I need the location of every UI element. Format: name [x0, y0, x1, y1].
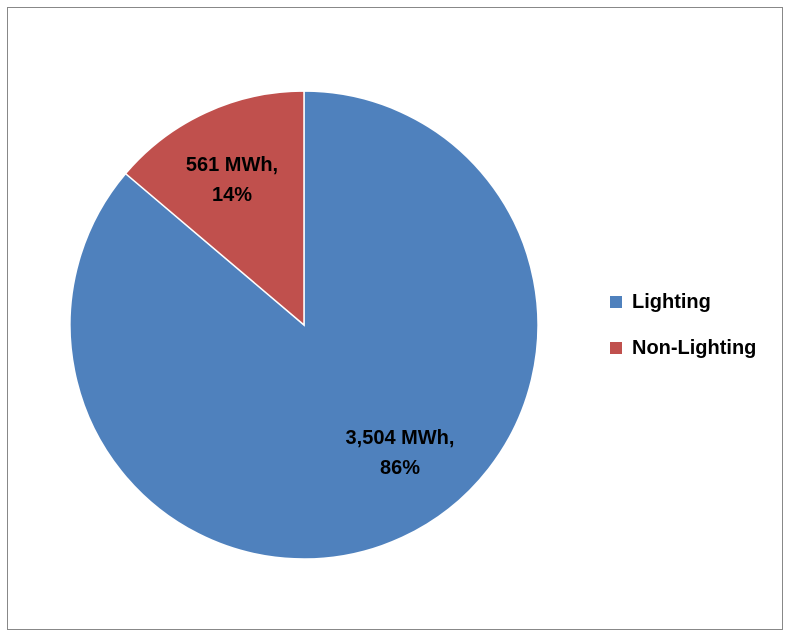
legend-label-lighting: Lighting	[632, 290, 711, 313]
legend-item-lighting: Lighting	[610, 286, 756, 318]
pie-slice-non-lighting	[124, 90, 305, 327]
data-label-lighting: 3,504 MWh, 86%	[346, 427, 455, 479]
data-label-non-lighting: 561 MWh, 14%	[186, 154, 278, 206]
legend-swatch-non-lighting	[610, 342, 622, 354]
legend-swatch-lighting	[610, 296, 622, 308]
legend-item-non-lighting: Non-Lighting	[610, 332, 756, 364]
legend: Lighting Non-Lighting	[610, 286, 756, 378]
legend-label-non-lighting: Non-Lighting	[632, 336, 757, 359]
